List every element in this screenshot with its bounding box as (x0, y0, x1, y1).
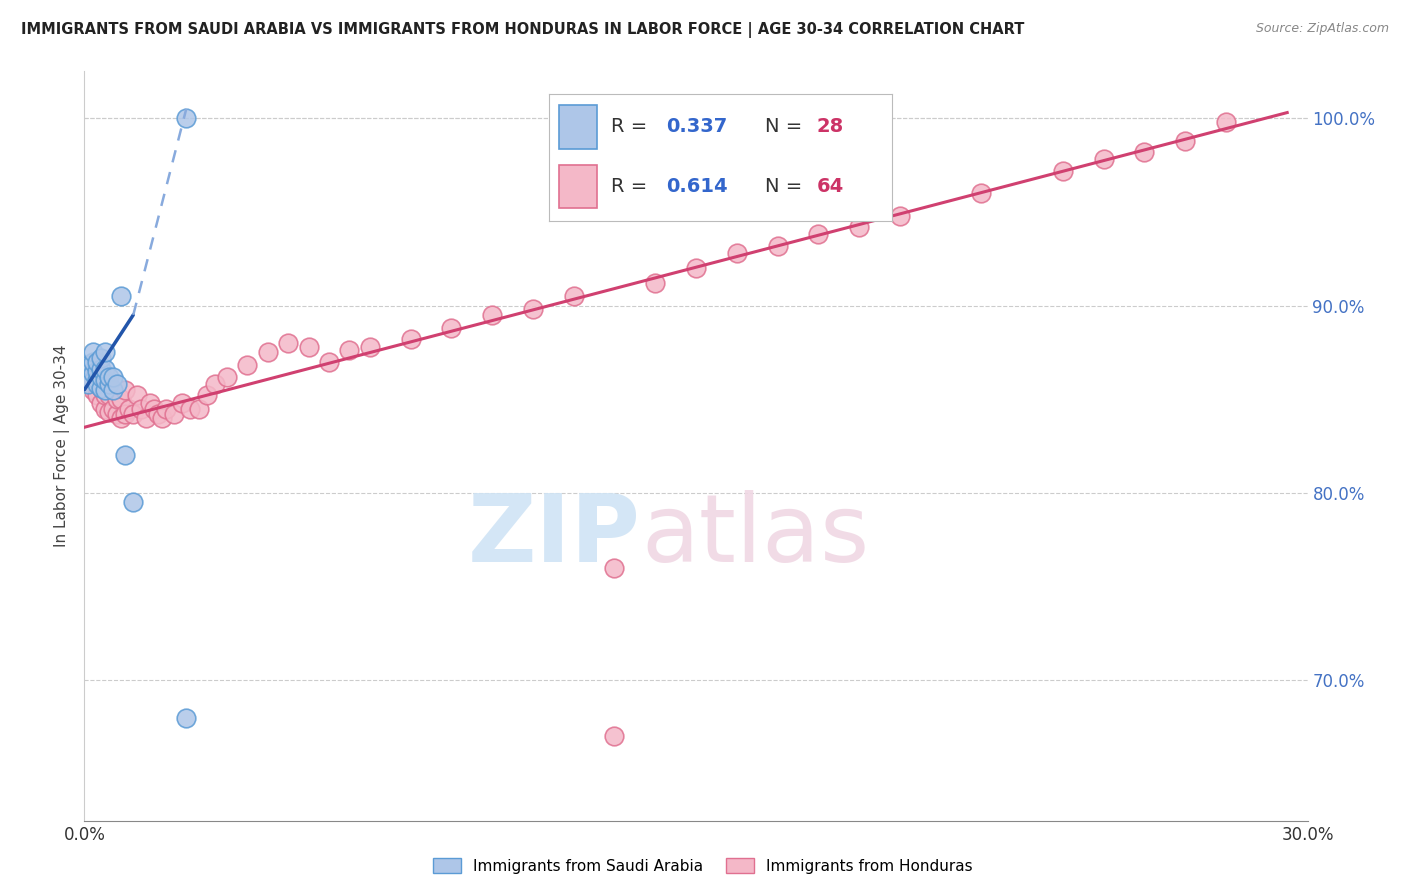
Point (644, 276, 666, 290)
Point (105, 392, 128, 407)
Point (82, 383, 104, 397)
Point (522, 302, 544, 317)
Point (93, 388, 115, 402)
Point (114, 407, 136, 421)
Point (150, 410, 173, 425)
Point (77, 359, 100, 373)
Point (146, 407, 169, 421)
Point (174, 710, 197, 724)
Point (90, 381, 112, 395)
Point (101, 369, 124, 384)
Text: ZIP: ZIP (468, 490, 641, 582)
Point (603, 561, 626, 575)
Point (1174, 134, 1197, 148)
Point (1133, 145, 1156, 159)
Point (848, 219, 870, 234)
Point (93, 345, 115, 359)
Point (93, 377, 115, 392)
Point (86, 374, 108, 388)
Point (217, 369, 239, 384)
Point (603, 730, 626, 744)
Point (86, 364, 108, 378)
Point (970, 186, 993, 201)
Point (172, 396, 194, 410)
Point (97, 388, 120, 402)
Point (236, 359, 259, 373)
Point (318, 355, 340, 369)
Point (82, 366, 104, 380)
Text: Source: ZipAtlas.com: Source: ZipAtlas.com (1256, 22, 1389, 36)
Point (138, 396, 160, 410)
Point (90, 351, 112, 365)
Point (174, 112, 197, 126)
Point (135, 410, 157, 425)
Point (82, 355, 104, 369)
Y-axis label: In Labor Force | Age 30-34: In Labor Force | Age 30-34 (55, 344, 70, 548)
Point (1215, 115, 1237, 129)
Point (110, 410, 132, 425)
Text: IMMIGRANTS FROM SAUDI ARABIA VS IMMIGRANTS FROM HONDURAS IN LABOR FORCE | AGE 30: IMMIGRANTS FROM SAUDI ARABIA VS IMMIGRAN… (21, 22, 1025, 38)
Point (110, 392, 132, 407)
Point (101, 401, 124, 416)
Point (93, 362, 115, 376)
Legend: Immigrants from Saudi Arabia, Immigrants from Honduras: Immigrants from Saudi Arabia, Immigrants… (427, 852, 979, 880)
Point (204, 377, 226, 392)
Point (725, 246, 748, 260)
Point (562, 289, 585, 303)
Point (93, 374, 115, 388)
Point (86, 374, 108, 388)
Point (122, 407, 145, 421)
Point (90, 369, 112, 384)
Point (86, 355, 108, 369)
Point (766, 238, 789, 252)
Point (110, 289, 132, 303)
Point (298, 340, 321, 354)
Point (105, 377, 128, 392)
Point (155, 401, 177, 416)
Point (93, 401, 115, 416)
Point (440, 321, 463, 335)
Point (889, 209, 911, 223)
Point (101, 383, 124, 397)
Point (90, 396, 112, 410)
Point (187, 401, 209, 416)
Point (82, 345, 104, 359)
Point (127, 388, 149, 402)
Point (90, 362, 112, 376)
Point (122, 495, 145, 509)
Point (481, 308, 503, 322)
Point (399, 332, 422, 346)
Point (114, 449, 136, 463)
Point (97, 405, 120, 419)
Text: atlas: atlas (641, 490, 869, 582)
Point (90, 381, 112, 395)
Point (163, 407, 186, 421)
Point (86, 377, 108, 392)
Point (131, 401, 153, 416)
Point (142, 401, 165, 416)
Point (685, 261, 707, 276)
Point (82, 369, 104, 384)
Point (97, 377, 120, 392)
Point (118, 401, 141, 416)
Point (86, 388, 108, 402)
Point (1052, 163, 1074, 178)
Point (359, 340, 381, 354)
Point (807, 227, 830, 242)
Point (277, 336, 299, 351)
Point (257, 345, 280, 359)
Point (105, 407, 128, 421)
Point (1092, 153, 1115, 167)
Point (93, 383, 115, 397)
Point (97, 369, 120, 384)
Point (77, 377, 100, 392)
Point (77, 369, 100, 384)
Point (195, 388, 218, 402)
Point (114, 383, 136, 397)
Point (339, 343, 361, 358)
Point (179, 401, 201, 416)
Point (77, 377, 100, 392)
Point (101, 383, 124, 397)
